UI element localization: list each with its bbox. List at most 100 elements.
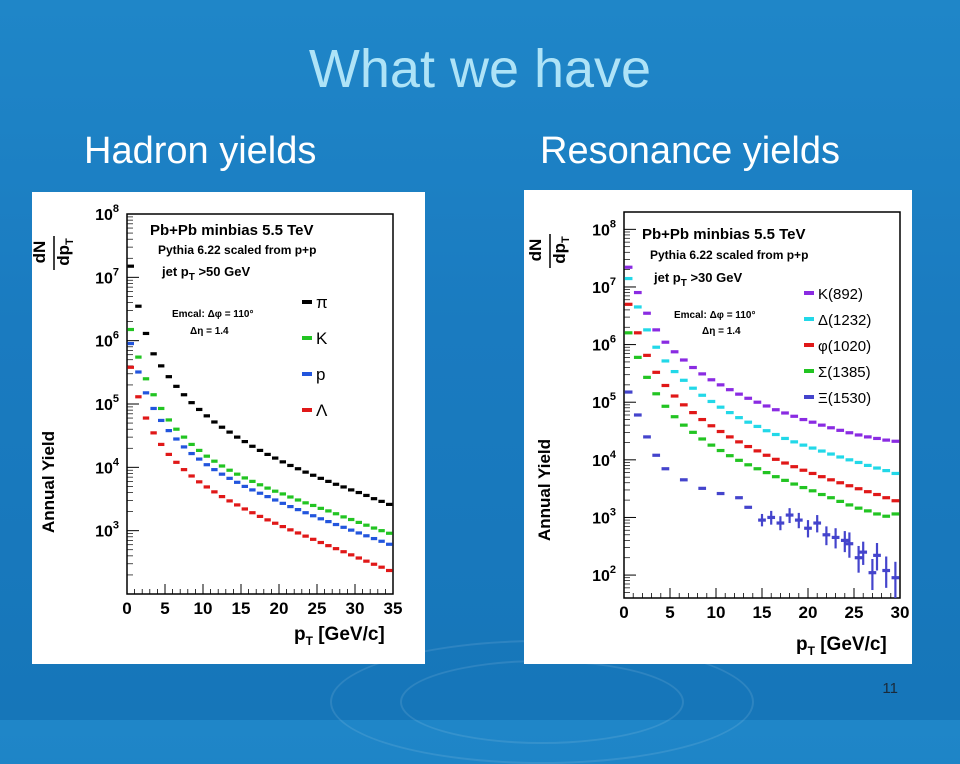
y-tick-label: 104 bbox=[592, 449, 617, 470]
y-tick-exponent: 8 bbox=[610, 218, 616, 230]
y-tick-base: 10 bbox=[592, 338, 610, 355]
legend-label: Ξ(1530) bbox=[818, 390, 871, 407]
y-label-den-main: dp bbox=[54, 245, 73, 266]
resonance-yield-chart: 0 5 10 15 20 25 30102103104105106107108Annual … bbox=[526, 211, 910, 658]
y-tick-exponent: 7 bbox=[113, 266, 119, 278]
legend-label: π bbox=[316, 293, 328, 312]
x-tick-label: 15 bbox=[232, 599, 251, 618]
x-label-main: p bbox=[294, 624, 306, 645]
x-tick-label: 10 bbox=[194, 599, 213, 618]
x-axis-label: pT [GeV/c] bbox=[294, 624, 385, 648]
x-tick-label: 35 bbox=[384, 599, 403, 618]
x-tick-label: 25 bbox=[845, 603, 864, 622]
jet-cut-sub: T bbox=[681, 278, 687, 289]
y-tick-exponent: 8 bbox=[113, 203, 119, 215]
background-ripple bbox=[400, 660, 684, 744]
hadron-chart-panel: 0 5 10 15 20 25 30 35 103 104 105 106 107 108 Annual Y… bbox=[30, 192, 425, 664]
resonance-chart-panel: 0 5 10 15 20 25 30 102 103 104 105 106 107 108 Annual … bbox=[524, 190, 912, 664]
y-tick-label: 106 bbox=[592, 334, 616, 355]
left-subtitle: Hadron yields bbox=[84, 130, 317, 172]
y-tick-label: 107 bbox=[592, 276, 616, 297]
y-tick-base: 10 bbox=[95, 460, 113, 477]
x-tick-label: 30 bbox=[891, 603, 910, 622]
y-tick-base: 10 bbox=[592, 222, 610, 239]
jet-cut-label: jet pT >30 GeV bbox=[653, 270, 742, 289]
legend-label: Σ(1385) bbox=[818, 364, 871, 381]
y-label-den-sub: T bbox=[64, 238, 76, 245]
emcal-eta-label: Δη = 1.4 bbox=[190, 326, 229, 337]
legend-label: K(892) bbox=[818, 286, 863, 303]
y-tick-label: 106 bbox=[95, 330, 119, 351]
y-tick-exponent: 2 bbox=[610, 564, 616, 576]
y-tick-label: 105 bbox=[592, 391, 616, 412]
x-tick-label: 20 bbox=[270, 599, 289, 618]
y-label-fraction-denominator: dpT bbox=[550, 236, 572, 264]
y-tick-label: 103 bbox=[95, 520, 119, 541]
jet-cut-label: jet pT >50 GeV bbox=[161, 264, 250, 283]
y-tick-label: 108 bbox=[95, 203, 119, 224]
y-tick-exponent: 6 bbox=[610, 334, 616, 346]
y-label-fraction-numerator: dN bbox=[526, 239, 545, 262]
y-tick-label: 108 bbox=[592, 218, 616, 239]
chart-heading: Pb+Pb minbias 5.5 TeV bbox=[642, 226, 806, 243]
y-tick-label: 103 bbox=[592, 506, 616, 527]
y-tick-exponent: 3 bbox=[610, 506, 616, 518]
y-tick-base: 10 bbox=[95, 334, 113, 351]
y-tick-exponent: 4 bbox=[610, 449, 617, 461]
x-tick-label: 30 bbox=[346, 599, 365, 618]
y-tick-label: 107 bbox=[95, 266, 119, 287]
emcal-eta-label: Δη = 1.4 bbox=[702, 326, 741, 337]
legend-label: Δ(1232) bbox=[818, 312, 871, 329]
x-label-main: p bbox=[796, 634, 808, 655]
x-tick-label: 25 bbox=[308, 599, 327, 618]
x-tick-label: 20 bbox=[799, 603, 818, 622]
emcal-label: Emcal: Δφ = 110° bbox=[172, 309, 253, 320]
y-tick-exponent: 3 bbox=[113, 520, 119, 532]
x-tick-label: 0 bbox=[122, 599, 131, 618]
jet-cut-sub: T bbox=[189, 272, 195, 283]
y-tick-base: 10 bbox=[95, 397, 113, 414]
legend-label: Λ bbox=[316, 401, 328, 420]
y-label-den-main: dp bbox=[550, 243, 569, 264]
jet-cut-prefix: jet p bbox=[653, 270, 681, 285]
y-axis-label: Annual Yield bbox=[39, 431, 58, 533]
emcal-label: Emcal: Δφ = 110° bbox=[674, 310, 755, 321]
y-tick-base: 10 bbox=[592, 453, 610, 470]
y-tick-base: 10 bbox=[592, 395, 610, 412]
slide-title: What we have bbox=[308, 39, 652, 99]
x-axis-label: pT [GeV/c] bbox=[796, 634, 887, 658]
page-number: 11 bbox=[882, 680, 898, 697]
y-tick-base: 10 bbox=[592, 280, 610, 297]
chart-note: Pythia 6.22 scaled from p+p bbox=[650, 248, 808, 262]
y-tick-base: 10 bbox=[95, 524, 113, 541]
y-tick-base: 10 bbox=[95, 207, 113, 224]
legend-label: φ(1020) bbox=[818, 338, 871, 355]
jet-cut-suffix: >50 GeV bbox=[195, 264, 251, 279]
chart-heading: Pb+Pb minbias 5.5 TeV bbox=[150, 222, 314, 239]
legend-label: p bbox=[316, 365, 325, 384]
x-tick-label: 5 bbox=[160, 599, 169, 618]
x-label-sub: T bbox=[808, 644, 816, 658]
legend-label: K bbox=[316, 329, 328, 348]
jet-cut-suffix: >30 GeV bbox=[687, 270, 743, 285]
y-tick-label: 105 bbox=[95, 393, 119, 414]
y-tick-exponent: 5 bbox=[113, 393, 119, 405]
x-tick-label: 0 bbox=[619, 603, 628, 622]
y-tick-exponent: 5 bbox=[610, 391, 616, 403]
y-label-fraction-numerator: dN bbox=[32, 241, 49, 264]
x-tick-label: 10 bbox=[707, 603, 726, 622]
right-subtitle: Resonance yields bbox=[540, 130, 840, 172]
y-tick-label: 102 bbox=[592, 564, 616, 585]
x-label-unit: [GeV/c] bbox=[815, 634, 887, 655]
x-label-sub: T bbox=[306, 634, 314, 648]
x-tick-label: 5 bbox=[665, 603, 674, 622]
y-tick-exponent: 4 bbox=[113, 456, 120, 468]
y-label-fraction-denominator: dpT bbox=[54, 238, 76, 266]
x-tick-label: 15 bbox=[753, 603, 772, 622]
jet-cut-prefix: jet p bbox=[161, 264, 189, 279]
x-label-unit: [GeV/c] bbox=[313, 624, 385, 645]
y-tick-base: 10 bbox=[592, 568, 610, 585]
y-label-den-sub: T bbox=[560, 236, 572, 243]
y-tick-exponent: 6 bbox=[113, 330, 119, 342]
